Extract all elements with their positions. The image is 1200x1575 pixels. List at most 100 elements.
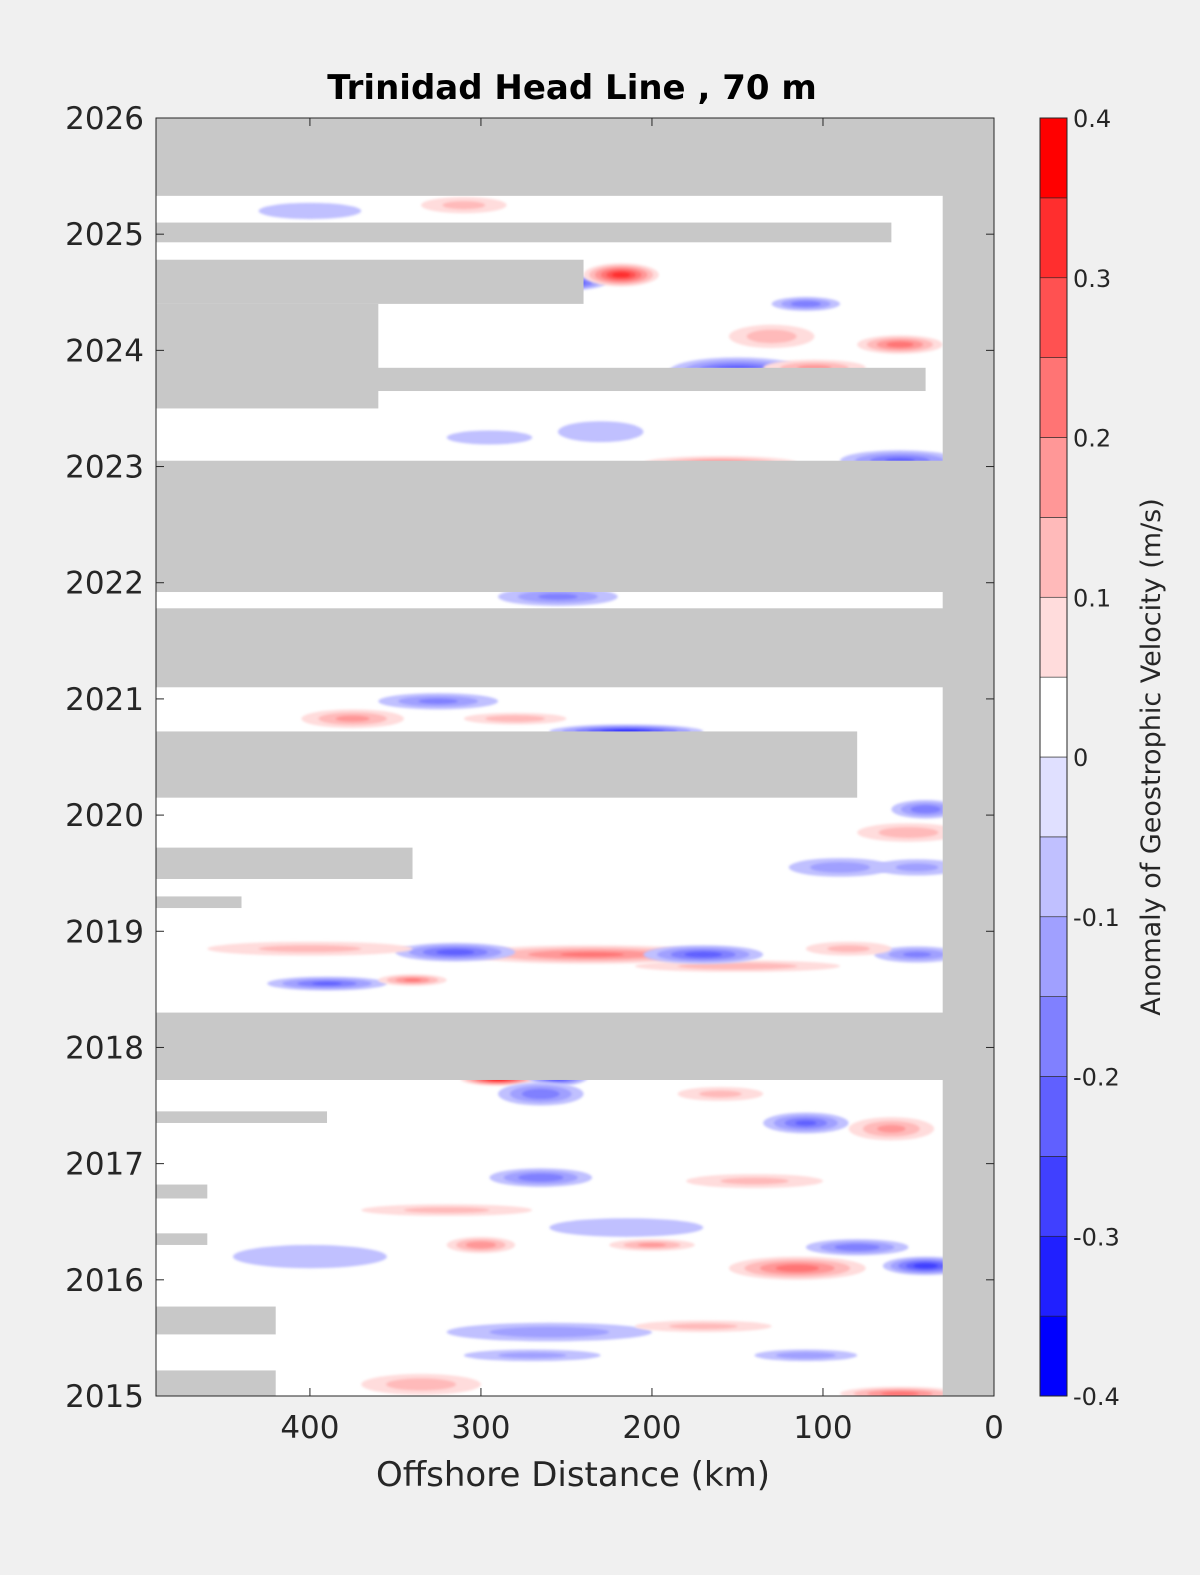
y-tick-label: 2021 (65, 682, 144, 718)
anomaly-1 (583, 263, 659, 287)
anomaly-48 (232, 1244, 387, 1269)
colorbar-tick-label: -0.1 (1073, 904, 1120, 932)
anomaly-10-level (790, 300, 822, 307)
anomaly-24-level (878, 827, 939, 838)
colorbar-tick-label: 0 (1073, 744, 1088, 772)
anomaly-16-level (446, 430, 533, 445)
colorbar-cell (1039, 517, 1068, 598)
anomaly-19-level (335, 715, 370, 722)
anomaly-44 (728, 1256, 866, 1280)
anomaly-35 (805, 941, 892, 956)
no-data-band-0 (156, 118, 994, 196)
anomaly-38 (677, 1086, 764, 1101)
colorbar-cell (1039, 916, 1068, 997)
anomaly-26-level (895, 863, 939, 872)
anomaly-32-level (403, 978, 422, 982)
y-tick-label: 2018 (65, 1030, 144, 1066)
colorbar-ticks: 0.4 0.3 0.2 0.1 0 -0.1 -0.2 -0.3 -0.4 (1073, 105, 1120, 1411)
anomaly-41 (686, 1174, 823, 1189)
no-data-band-8 (156, 847, 413, 879)
colorbar-tick-label: 0.3 (1073, 265, 1111, 293)
anomaly-42 (361, 1204, 533, 1216)
x-axis-label: Offshore Distance (km) (376, 1455, 770, 1495)
anomaly-32 (378, 974, 447, 986)
anomaly-36-level (521, 1088, 560, 1100)
colorbar-tick-label: 0.2 (1073, 425, 1111, 453)
anomaly-21 (463, 712, 567, 725)
colorbar-cell (1039, 1156, 1068, 1237)
colorbar-cell (1039, 676, 1068, 758)
colorbar-cell (1039, 836, 1068, 918)
anomaly-34-level (902, 951, 932, 958)
colorbar-cell (1039, 596, 1068, 678)
y-tick-label: 2019 (65, 914, 144, 950)
anomaly-5-level (258, 202, 362, 220)
anomaly-24 (857, 823, 960, 842)
anomaly-17-level (537, 593, 578, 600)
anomaly-12-level (746, 329, 797, 344)
anomaly-15 (557, 421, 644, 443)
anomaly-11 (857, 335, 943, 354)
anomaly-49 (446, 1236, 516, 1254)
anomaly-46 (805, 1239, 909, 1256)
anomaly-21-level (485, 715, 546, 723)
no-data-band-10 (156, 1012, 994, 1080)
anomaly-31 (267, 976, 387, 991)
anomaly-11-level (886, 341, 914, 348)
anomaly-45-level (913, 1263, 938, 1269)
colorbar-cell (1039, 197, 1068, 279)
anomaly-18 (378, 693, 499, 710)
anomaly-15-level (557, 421, 644, 443)
anomaly-54-level (775, 1351, 836, 1359)
anomaly-1-level (612, 272, 631, 278)
y-tick-label: 2025 (65, 217, 144, 253)
x-tick-label: 200 (622, 1410, 681, 1446)
colorbar-cell (1039, 1076, 1068, 1157)
anomaly-48-level (232, 1244, 387, 1269)
y-axis: 2015 2016 2017 2018 2019 2020 2021 2022 2023 2024… (65, 101, 994, 1415)
anomaly-34 (874, 946, 960, 963)
x-tick-label: 300 (451, 1410, 510, 1446)
anomaly-35-level (827, 945, 871, 953)
no-data-band-5 (156, 460, 994, 593)
chart-title: Trinidad Head Line , 70 m (327, 68, 817, 108)
no-data-band-15 (156, 1370, 276, 1396)
colorbar-tick-label: 0.4 (1073, 105, 1111, 133)
colorbar-tick-label: -0.2 (1073, 1064, 1120, 1092)
anomaly-19 (301, 709, 404, 728)
anomaly-50 (446, 1322, 652, 1342)
y-tick-label: 2022 (65, 566, 144, 602)
anomaly-44-level (775, 1264, 820, 1272)
no-data-band-2 (156, 259, 584, 304)
anomaly-39-level (877, 1124, 906, 1133)
anomaly-47-level (637, 1243, 667, 1247)
colorbar-cell (1039, 1315, 1068, 1397)
anomaly-33-level (258, 945, 362, 953)
y-tick-label: 2016 (65, 1263, 144, 1299)
anomaly-30 (395, 942, 516, 962)
anomaly-40-level (517, 1173, 564, 1182)
colorbar-tick-label: -0.3 (1073, 1223, 1120, 1251)
anomaly-12 (728, 324, 815, 349)
no-data-band-3 (156, 303, 379, 409)
anomaly-5 (258, 202, 362, 220)
anomaly-51-level (669, 1323, 738, 1330)
anomaly-37-level (795, 1120, 817, 1126)
anomaly-36 (498, 1082, 584, 1106)
anomaly-50-level (489, 1326, 610, 1338)
anomaly-37 (763, 1112, 849, 1134)
y-tick-label: 2023 (65, 450, 144, 486)
anomaly-43 (549, 1218, 704, 1237)
anomaly-33 (207, 941, 413, 956)
anomaly-38-level (698, 1090, 742, 1098)
anomaly-30-level (436, 949, 475, 956)
anomaly-55-level (498, 1352, 567, 1359)
no-data-band-13 (156, 1233, 208, 1245)
anomaly-51 (634, 1320, 772, 1333)
anomaly-25 (788, 858, 892, 877)
x-tick-label: 400 (280, 1410, 339, 1446)
anomaly-47 (609, 1239, 695, 1251)
no-data-band-7 (156, 731, 858, 798)
anomaly-53-level (880, 1391, 919, 1396)
